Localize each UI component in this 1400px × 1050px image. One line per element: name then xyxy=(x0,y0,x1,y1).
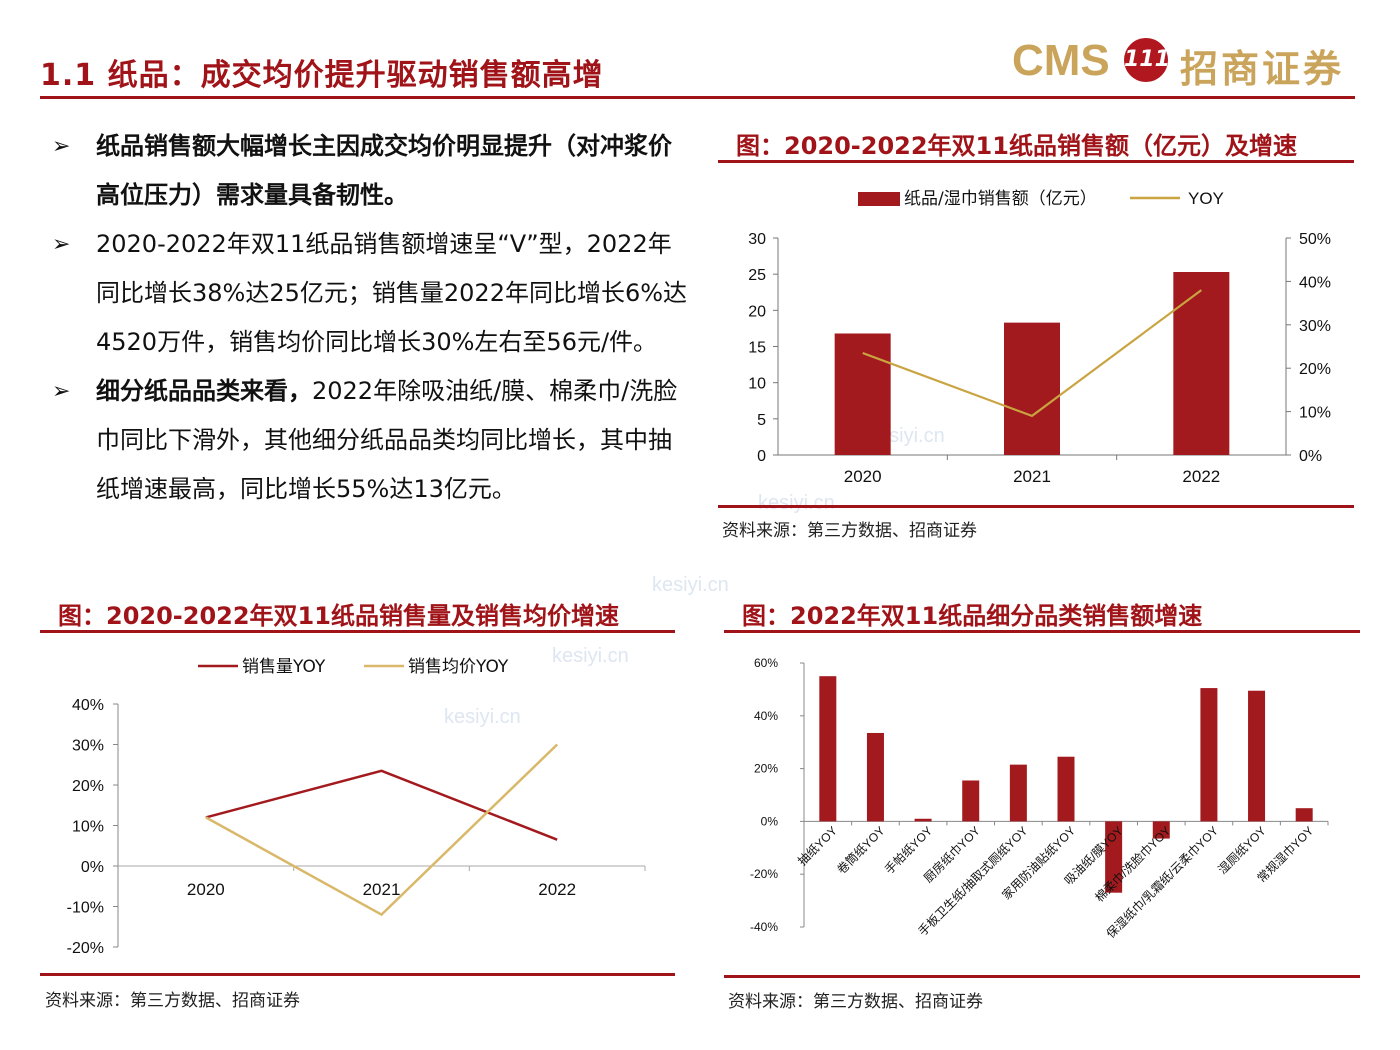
chart3-bottom-rule xyxy=(724,975,1360,978)
y-tick-label-left: 5 xyxy=(757,412,766,429)
y-tick-label-left: 10 xyxy=(748,376,766,393)
bar-sales-2021 xyxy=(1004,322,1060,455)
chart2-bottom-rule xyxy=(40,973,675,976)
y-tick-label: 40% xyxy=(754,709,778,723)
page-title: 1.1 纸品：成交均价提升驱动销售额高增 xyxy=(40,58,604,93)
watermark-text: kesiyi.cn xyxy=(552,645,629,667)
y-tick-label-right: 10% xyxy=(1299,405,1331,422)
x-tick-label: 2020 xyxy=(187,880,225,899)
bar-category xyxy=(1009,764,1027,822)
bullet-text: 2020-2022年双11纸品销售额增速呈“V”型，2022年同比增长38%达2… xyxy=(96,230,688,356)
logo-chinese: 招商证券 xyxy=(1180,47,1345,91)
chart2-source: 资料来源：第三方数据、招商证券 xyxy=(45,991,300,1011)
x-tick-label: 2021 xyxy=(1013,467,1051,486)
y-tick-label-right: 30% xyxy=(1299,318,1331,335)
y-tick-label-right: 50% xyxy=(1299,231,1331,248)
x-tick-label: 2020 xyxy=(844,467,882,486)
y-tick-label-right: 40% xyxy=(1299,274,1331,291)
x-tick-label: 2021 xyxy=(363,880,401,899)
chart3-title: 图：2022年双11纸品细分品类销售额增速 xyxy=(742,602,1203,630)
chart1-title: 图：2020-2022年双11纸品销售额（亿元）及增速 xyxy=(736,132,1297,160)
y-tick-label-left: 15 xyxy=(748,340,766,357)
legend-label-yoy: YOY xyxy=(1188,189,1224,208)
y-tick-label-left: 30 xyxy=(748,231,766,248)
x-tick-label: 2022 xyxy=(538,880,576,899)
y-tick-label: -10% xyxy=(67,900,104,917)
bullet-item: ➢ 2020-2022年双11纸品销售额增速呈“V”型，2022年同比增长38%… xyxy=(52,220,692,367)
bullet-text: 2022年除吸油纸/膜、棉柔巾/洗脸巾同比下滑外，其他细分纸品品类均同比增长，其… xyxy=(96,377,678,503)
chart1-figure: 纸品/湿巾销售额（亿元） YOY 0 5 10 15 20 25 30 0% 10% 20% 30% 40… xyxy=(748,189,1331,486)
y-tick-label: 40% xyxy=(72,697,104,714)
bullet-item: ➢ 纸品销售额大幅增长主因成交均价明显提升（对冲浆价高位压力）需求量具备韧性。 xyxy=(52,122,692,220)
line-volume-yoy xyxy=(205,769,558,841)
y-tick-label: -20% xyxy=(67,940,104,957)
logo-badge-icon: 111 xyxy=(1124,38,1170,82)
bar-category xyxy=(914,818,932,822)
x-tick-label: 卷筒纸YOY xyxy=(834,823,888,877)
chart3-title-rule xyxy=(724,630,1360,633)
y-tick-label-left: 20 xyxy=(748,303,766,320)
chart1-bottom-rule xyxy=(718,505,1354,508)
arrow-bullet-icon: ➢ xyxy=(52,379,71,404)
bar-category xyxy=(819,676,837,822)
bar-sales-2020 xyxy=(834,333,891,455)
legend-swatch-sales xyxy=(858,192,900,206)
bullet-bold-text: 细分纸品品类来看， xyxy=(96,377,312,405)
legend-label-price: 销售均价YOY xyxy=(408,657,509,677)
logo-latin: CMS xyxy=(1012,36,1110,85)
chart3-figure: -40%-20%0%20%40%60%抽纸YOY卷筒纸YOY手帕纸YOY厨房纸巾… xyxy=(750,656,1329,941)
y-tick-label: 60% xyxy=(754,656,778,670)
y-tick-label: 0% xyxy=(81,859,104,876)
y-tick-label-right: 20% xyxy=(1299,361,1331,378)
bar-category xyxy=(962,780,980,822)
watermark-text: kesiyi.cn xyxy=(758,492,835,514)
y-tick-label: -40% xyxy=(750,920,778,934)
y-tick-label: 20% xyxy=(72,778,104,795)
bar-category xyxy=(1152,821,1170,839)
bullet-bold-text: 纸品销售额大幅增长主因成交均价明显提升（对冲浆价高位压力）需求量具备韧性。 xyxy=(96,132,672,209)
y-tick-label-right: 0% xyxy=(1299,448,1322,465)
x-tick-label: 2022 xyxy=(1182,467,1220,486)
y-tick-label-left: 0 xyxy=(757,448,766,465)
chart3-source: 资料来源：第三方数据、招商证券 xyxy=(728,992,983,1012)
legend-label-sales: 纸品/湿巾销售额（亿元） xyxy=(904,189,1097,209)
bar-category xyxy=(866,732,884,822)
bullet-list: ➢ 纸品销售额大幅增长主因成交均价明显提升（对冲浆价高位压力）需求量具备韧性。 … xyxy=(52,122,692,514)
watermark-text: kesiyi.cn xyxy=(652,574,729,596)
bar-category xyxy=(1200,688,1218,822)
chart1-source: 资料来源：第三方数据、招商证券 xyxy=(722,521,977,541)
bar-category xyxy=(1057,756,1075,822)
y-tick-label: 10% xyxy=(72,819,104,836)
title-divider xyxy=(40,96,1355,99)
legend-label-volume: 销售量YOY xyxy=(242,657,326,677)
y-tick-label-left: 25 xyxy=(748,267,766,284)
y-tick-label: 0% xyxy=(761,814,779,828)
chart2-figure: 销售量YOY 销售均价YOY -20% -10% 0% 10% 20% 30% 40% 2020 2… xyxy=(67,657,646,957)
y-tick-label: 20% xyxy=(754,762,778,776)
y-tick-label: -20% xyxy=(750,867,778,881)
arrow-bullet-icon: ➢ xyxy=(52,232,71,257)
chart1-title-rule xyxy=(718,160,1354,163)
watermark-text: kesiyi.cn xyxy=(444,706,521,728)
arrow-bullet-icon: ➢ xyxy=(52,134,71,159)
x-tick-label: 抽纸YOY xyxy=(795,824,840,869)
bar-category xyxy=(1295,808,1313,822)
line-price-yoy xyxy=(205,743,559,917)
bar-category xyxy=(1105,821,1123,893)
bar-category xyxy=(1248,690,1266,822)
company-logo: CMS 111 招商证券 xyxy=(1012,34,1347,91)
bar-sales-2022 xyxy=(1173,271,1230,455)
y-tick-label: 30% xyxy=(72,738,104,755)
line-yoy xyxy=(862,289,1202,418)
chart2-title: 图：2020-2022年双11纸品销售量及销售均价增速 xyxy=(58,602,619,630)
chart2-title-rule xyxy=(40,630,675,633)
bullet-item: ➢ 细分纸品品类来看，2022年除吸油纸/膜、棉柔巾/洗脸巾同比下滑外，其他细分… xyxy=(52,367,692,514)
